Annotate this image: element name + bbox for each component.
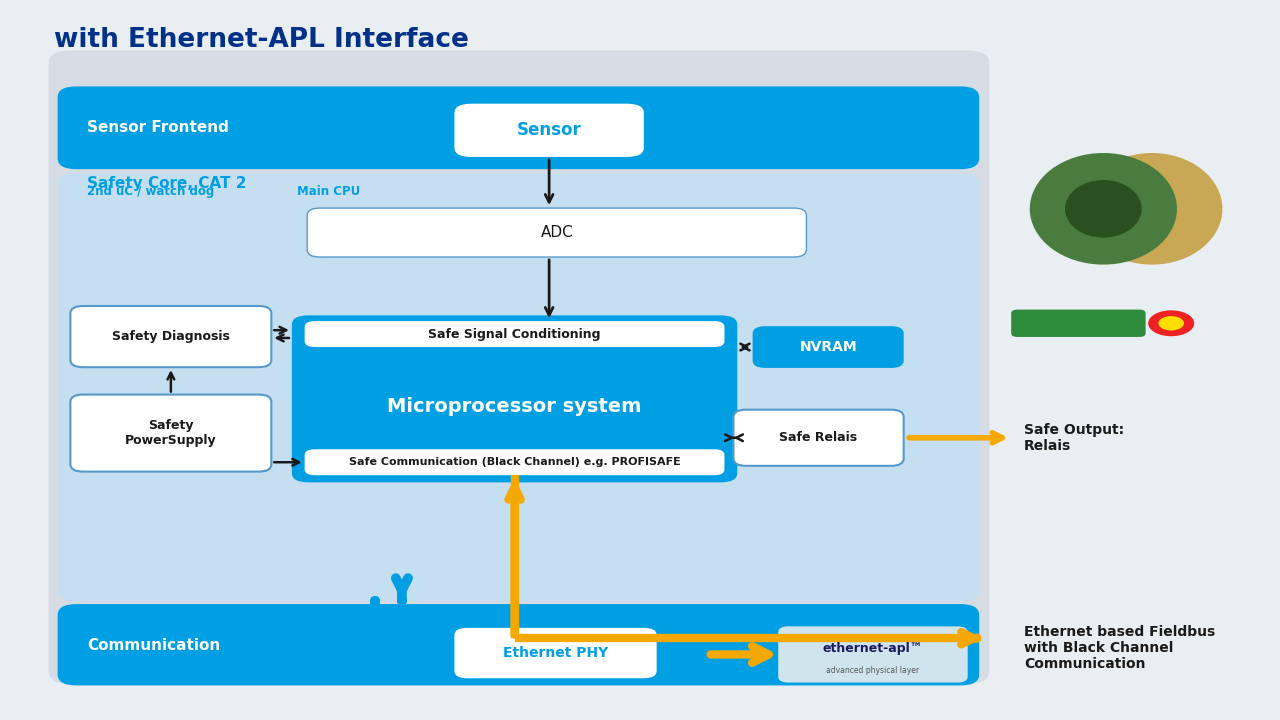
FancyBboxPatch shape bbox=[778, 626, 968, 683]
Text: Safe Communication (Black Channel) e.g. PROFISAFE: Safe Communication (Black Channel) e.g. … bbox=[348, 457, 681, 467]
Text: 2nd uC / watch dog: 2nd uC / watch dog bbox=[87, 185, 214, 198]
Ellipse shape bbox=[1029, 153, 1176, 265]
Text: Safe Signal Conditioning: Safe Signal Conditioning bbox=[429, 328, 600, 341]
Text: Safety
PowerSupply: Safety PowerSupply bbox=[125, 419, 216, 447]
FancyBboxPatch shape bbox=[1011, 310, 1146, 337]
Text: Ethernet based Fieldbus
with Black Channel
Communication: Ethernet based Fieldbus with Black Chann… bbox=[1024, 625, 1215, 671]
Text: Safe Output:
Relais: Safe Output: Relais bbox=[1024, 423, 1124, 453]
FancyBboxPatch shape bbox=[753, 326, 904, 368]
FancyBboxPatch shape bbox=[58, 604, 979, 685]
Text: ADC: ADC bbox=[540, 225, 573, 240]
Text: Safe Relais: Safe Relais bbox=[780, 431, 858, 444]
Text: Safety Core, CAT 2: Safety Core, CAT 2 bbox=[87, 176, 247, 191]
FancyBboxPatch shape bbox=[305, 321, 724, 347]
FancyBboxPatch shape bbox=[70, 395, 271, 472]
Ellipse shape bbox=[1082, 153, 1222, 265]
Text: Microprocessor system: Microprocessor system bbox=[388, 397, 641, 415]
Text: Sensor: Sensor bbox=[517, 121, 581, 140]
FancyBboxPatch shape bbox=[70, 306, 271, 367]
FancyBboxPatch shape bbox=[305, 449, 724, 475]
Text: Communication: Communication bbox=[87, 638, 220, 652]
Text: advanced physical layer: advanced physical layer bbox=[827, 666, 919, 675]
FancyBboxPatch shape bbox=[292, 315, 737, 482]
FancyBboxPatch shape bbox=[58, 86, 979, 169]
Ellipse shape bbox=[1065, 180, 1142, 238]
FancyBboxPatch shape bbox=[49, 50, 989, 684]
Text: NVRAM: NVRAM bbox=[799, 340, 858, 354]
FancyBboxPatch shape bbox=[307, 208, 806, 257]
Text: ethernet-apl™: ethernet-apl™ bbox=[823, 642, 923, 655]
Text: PROFINET: PROFINET bbox=[1052, 318, 1106, 328]
FancyBboxPatch shape bbox=[454, 104, 644, 157]
Text: Ethernet PHY: Ethernet PHY bbox=[503, 646, 608, 660]
Circle shape bbox=[1158, 316, 1184, 330]
FancyBboxPatch shape bbox=[58, 173, 979, 601]
Circle shape bbox=[1148, 310, 1194, 336]
Text: with Ethernet-APL Interface: with Ethernet-APL Interface bbox=[54, 27, 468, 53]
FancyBboxPatch shape bbox=[454, 628, 657, 678]
Text: Sensor Frontend: Sensor Frontend bbox=[87, 120, 229, 135]
Text: Main CPU: Main CPU bbox=[297, 185, 360, 198]
Text: Safety Diagnosis: Safety Diagnosis bbox=[111, 330, 230, 343]
FancyBboxPatch shape bbox=[733, 410, 904, 466]
